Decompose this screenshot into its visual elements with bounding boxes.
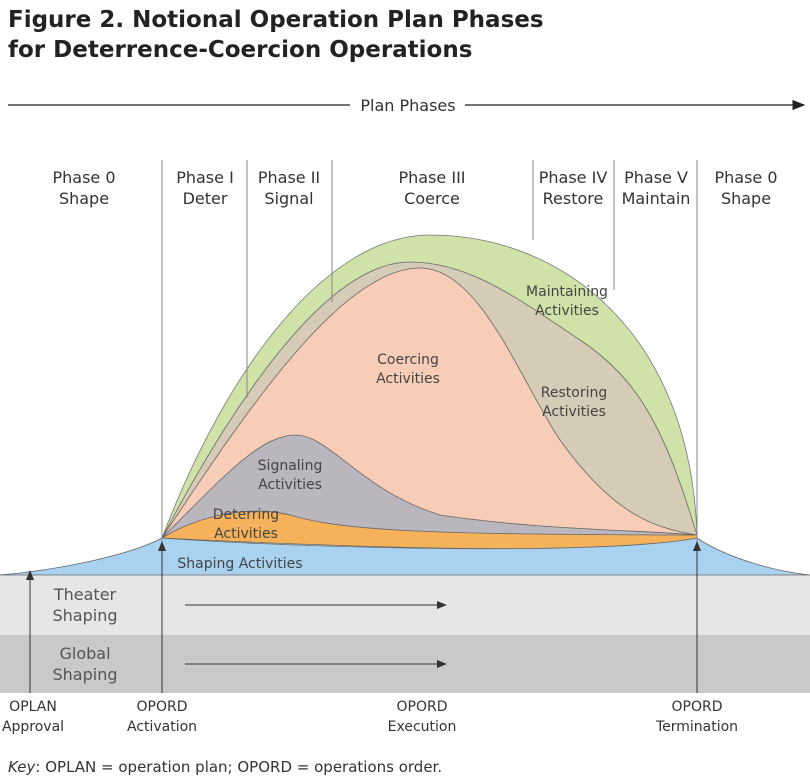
phase-name: Phase V — [624, 168, 688, 187]
phase-label: Signal — [264, 189, 313, 208]
activity-label: Activities — [535, 303, 599, 319]
band-label: Theater — [53, 585, 117, 604]
milestone-label: OPORD — [672, 699, 723, 715]
shaping-area — [0, 537, 810, 576]
activity-label: Restoring — [541, 385, 607, 401]
activity-label: Signaling — [258, 458, 323, 474]
phase-label: Shape — [721, 189, 771, 208]
key-term: Key — [8, 758, 37, 776]
phase-name: Phase 0 — [52, 168, 115, 187]
phase-name: Phase I — [176, 168, 234, 187]
activity-label: Activities — [258, 477, 322, 493]
key-text: : OPLAN = operation plan; OPORD = operat… — [35, 758, 442, 776]
title-line: Figure 2. Notional Operation Plan Phases — [8, 7, 544, 33]
milestone-label: Execution — [388, 719, 457, 735]
phase-name: Phase III — [398, 168, 465, 187]
milestone-label: OPLAN — [9, 699, 57, 715]
key: Key: OPLAN = operation plan; OPORD = ope… — [8, 758, 442, 776]
milestone-label: Activation — [127, 719, 197, 735]
phase-label: Restore — [543, 189, 604, 208]
phase-label: Coerce — [404, 189, 460, 208]
activity-label: Deterring — [213, 507, 279, 523]
activity-label: Activities — [376, 371, 440, 387]
phase-label: Maintain — [622, 189, 691, 208]
title-line: for Deterrence-Coercion Operations — [8, 37, 472, 63]
plan-phases-label: Plan Phases — [360, 96, 455, 115]
signaling-area — [161, 434, 698, 541]
milestone-label: OPORD — [397, 699, 448, 715]
phase-label: Shape — [59, 189, 109, 208]
activity-label: Maintaining — [526, 284, 608, 300]
activity-label: Shaping Activities — [177, 556, 302, 572]
band-label: Shaping — [53, 606, 118, 625]
phase-name: Phase 0 — [714, 168, 777, 187]
phase-label: Deter — [183, 189, 228, 208]
activity-label: Activities — [214, 526, 278, 542]
activity-label: Activities — [542, 404, 606, 420]
phase-name: Phase IV — [539, 168, 608, 187]
milestone-label: Termination — [655, 719, 738, 735]
activity-label: Coercing — [377, 352, 439, 368]
band-label: Global — [59, 644, 110, 663]
milestone-label: OPORD — [137, 699, 188, 715]
phase-name: Phase II — [258, 168, 320, 187]
milestone-label: Approval — [2, 719, 64, 735]
band-label: Shaping — [53, 665, 118, 684]
